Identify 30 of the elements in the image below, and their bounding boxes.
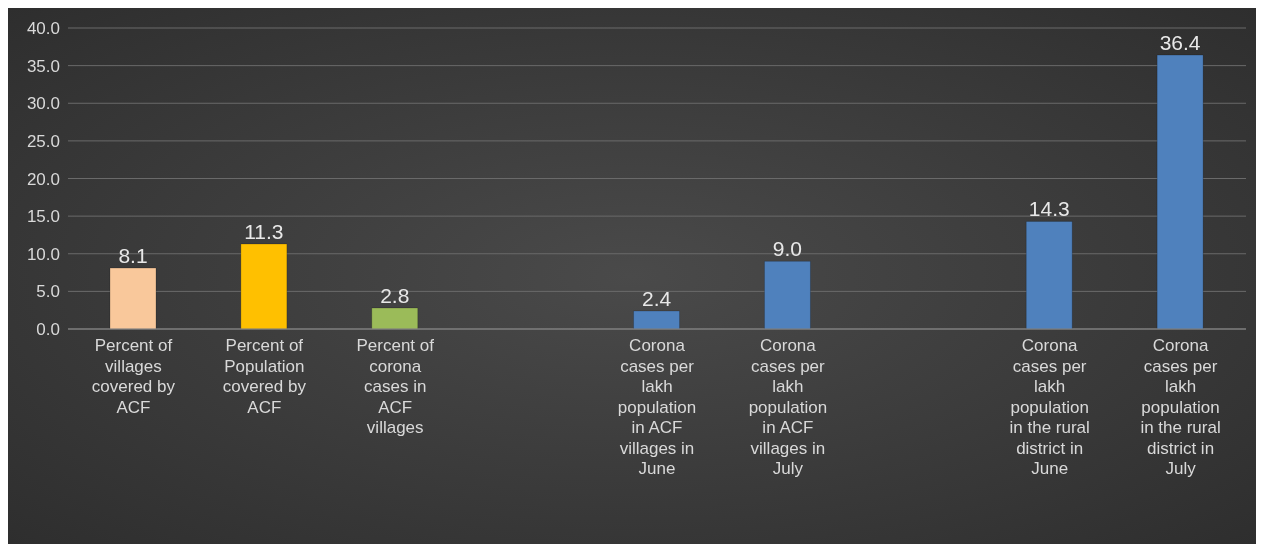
y-tick-label: 30.0 [26,94,60,114]
bar [240,243,288,329]
data-label: 14.3 [1028,197,1070,221]
data-label: 2.4 [641,286,672,310]
bar [1156,54,1204,329]
bar [371,307,419,329]
x-tick-label: Corona cases per lakh population in the rural district in July [1140,336,1221,478]
x-tick-label: Corona cases per lakh population in ACF villages in June [617,336,697,478]
x-tick-label: Corona cases per lakh population in ACF villages in July [748,336,828,478]
x-tick-label: Corona cases per lakh population in the rural district in June [1009,336,1090,478]
data-label: 8.1 [118,244,148,268]
y-tick-label: 5.0 [36,282,60,302]
bar [633,310,681,329]
y-tick-label: 35.0 [26,56,60,76]
x-tick-label: Percent of Population covered by ACF [222,336,307,417]
bar [1025,220,1073,329]
x-tick-label: Percent of villages covered by ACF [91,336,176,417]
bar [109,267,157,329]
y-tick-label: 25.0 [26,131,60,151]
data-label: 11.3 [244,219,284,243]
y-tick-label: 15.0 [26,207,60,227]
data-label: 9.0 [772,237,803,261]
bar [763,260,811,329]
y-tick-label: 20.0 [26,169,60,189]
x-tick-label: Percent of corona cases in ACF villages [356,336,435,437]
data-label: 36.4 [1159,31,1201,55]
data-label: 2.8 [380,283,410,307]
y-tick-label: 40.0 [26,19,60,39]
y-tick-label: 10.0 [26,244,60,264]
y-tick-label: 0.0 [36,320,60,340]
